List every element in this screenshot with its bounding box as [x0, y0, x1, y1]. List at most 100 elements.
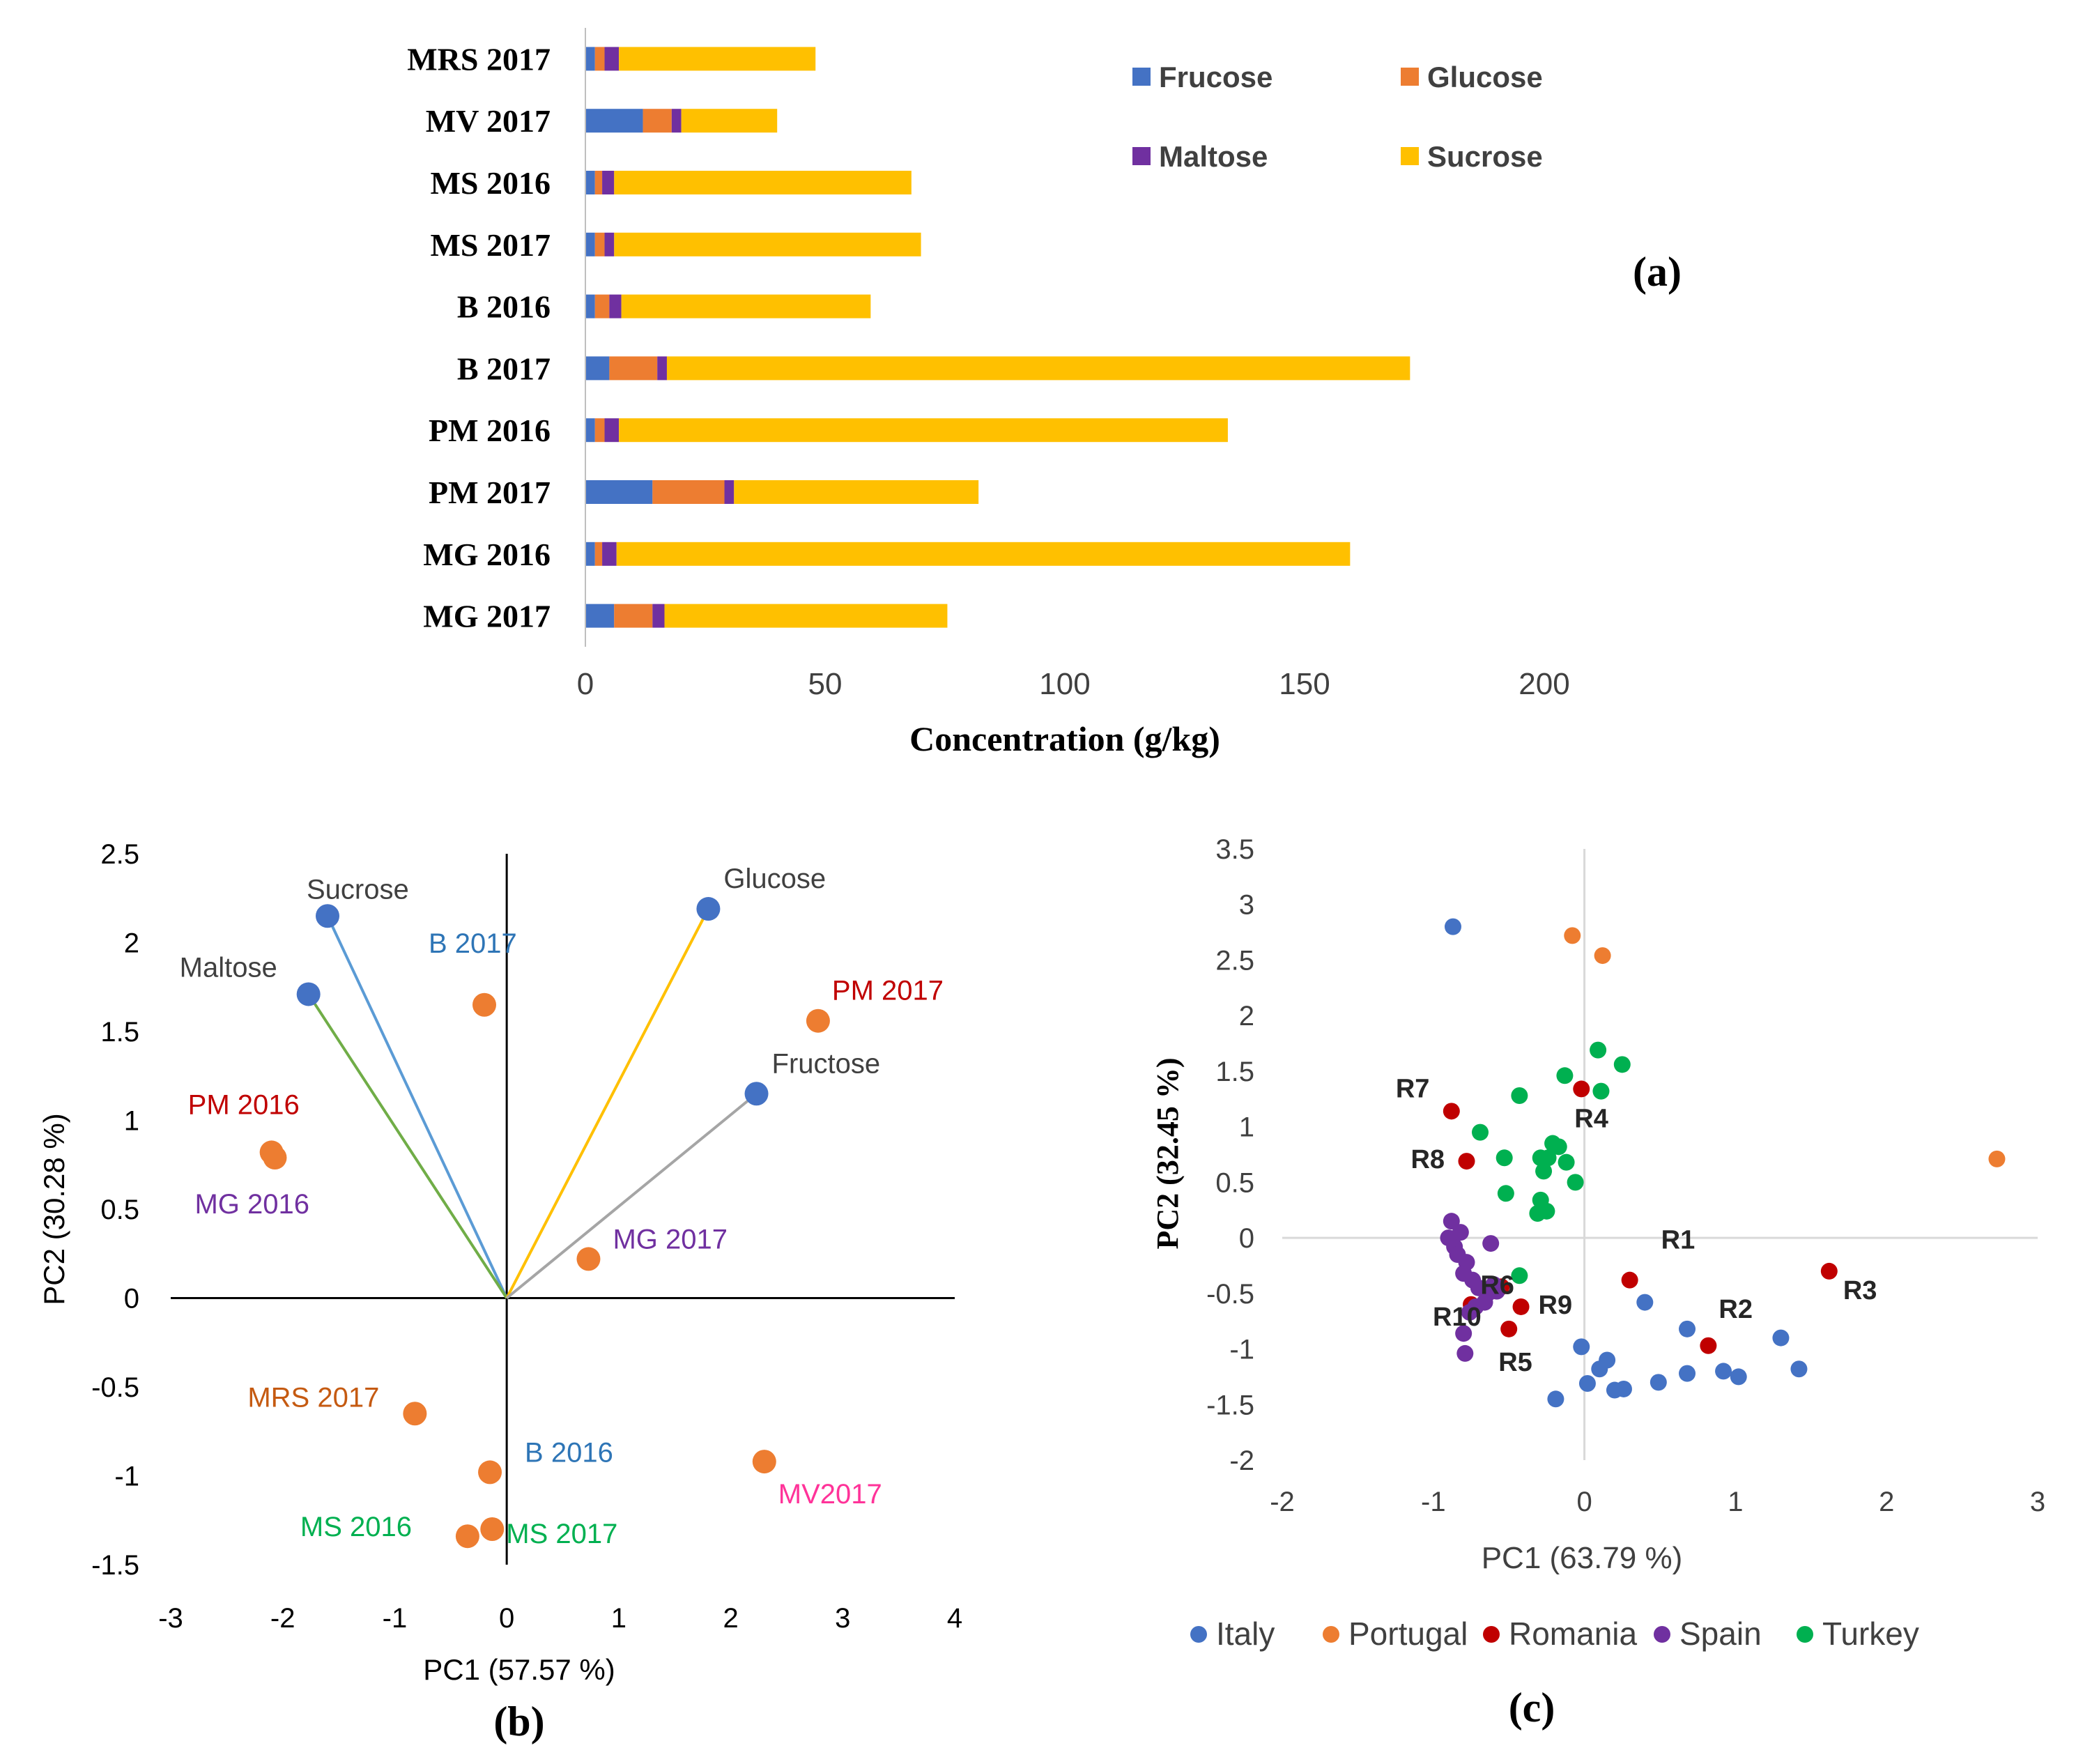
x-tick-label: 0 — [499, 1603, 514, 1634]
point-turkey — [1592, 1082, 1610, 1100]
point-turkey — [1590, 1041, 1607, 1059]
bar-glucose-b-2017 — [609, 356, 658, 381]
legend-label-sucrose: Sucrose — [1427, 140, 1543, 173]
y-tick-label: 2 — [1239, 1001, 1254, 1031]
bar-maltose-b-2017 — [657, 356, 667, 381]
sample-point-b-2017 — [472, 992, 496, 1017]
panel-a-bar-chart: MRS 2017 MV 2017 MS 2016 MS 2017 B 2016 B 201… — [407, 28, 1570, 758]
point-spain — [1455, 1325, 1473, 1342]
panel-label-c: (c) — [1509, 1685, 1555, 1731]
loading-point-sucrose — [316, 904, 339, 928]
x-tick-label: 2 — [723, 1603, 738, 1634]
bar-glucose-mg-2016 — [594, 542, 603, 566]
bar-sucrose-pm-2016 — [619, 418, 1228, 443]
point-romania — [1621, 1271, 1638, 1289]
y-tick-label: 1.5 — [100, 1017, 139, 1048]
point-italy — [1650, 1374, 1667, 1391]
x-tick-label: 50 — [808, 667, 843, 701]
bar-maltose-mrs-2017 — [604, 47, 620, 71]
point-italy — [1679, 1365, 1696, 1382]
x-tick-label: 1 — [1728, 1487, 1743, 1517]
category-label-b-2017: B 2017 — [457, 351, 551, 386]
category-label-mrs-2017: MRS 2017 — [407, 41, 551, 77]
point-romania — [1573, 1080, 1590, 1098]
point-spain — [1452, 1224, 1469, 1241]
x-tick-label: 0 — [577, 667, 594, 701]
point-spain — [1456, 1344, 1474, 1362]
legend-label-glucose: Glucose — [1427, 61, 1543, 93]
sample-point-mg-2016 — [263, 1146, 287, 1170]
legend-label-portugal: Portugal — [1348, 1616, 1468, 1652]
sample-label-ms-2017: MS 2017 — [506, 1519, 617, 1549]
y-tick-label: 0.5 — [100, 1195, 139, 1225]
point-turkey — [1532, 1149, 1549, 1167]
point-turkey — [1497, 1185, 1514, 1202]
y-tick-label: 1.5 — [1215, 1057, 1254, 1087]
panel-label-b: (b) — [493, 1698, 544, 1744]
sample-label-pm-2016: PM 2016 — [188, 1089, 300, 1120]
x-tick-label: 1 — [611, 1603, 626, 1634]
point-italy — [1573, 1338, 1590, 1356]
panel-c-pca-scatter: -2 -1 0 1 2 3 -2 -1.5 -1 -0.5 0 0.5 1 1.5 2 2.5 3 3.5 PC1 … — [1151, 834, 2045, 1652]
bar-maltose-mg-2017 — [652, 604, 665, 628]
x-tick-label: 0 — [1576, 1487, 1592, 1517]
bar-glucose-mrs-2017 — [594, 47, 605, 71]
bar-frucose-pm-2016 — [585, 418, 595, 443]
bar-frucose-mv-2017 — [585, 109, 643, 133]
bar-maltose-ms-2017 — [604, 232, 615, 256]
bar-glucose-pm-2016 — [594, 418, 605, 443]
loading-vector-glucose — [505, 908, 710, 1299]
legend-label-turkey: Turkey — [1822, 1616, 1919, 1652]
bar-frucose-b-2016 — [585, 294, 595, 319]
category-label-pm-2016: PM 2016 — [429, 413, 551, 448]
loading-point-maltose — [296, 982, 321, 1006]
x-tick-label: 4 — [947, 1603, 962, 1634]
x-axis-title: PC1 (63.79 %) — [1482, 1541, 1683, 1575]
bar-glucose-ms-2016 — [594, 171, 603, 194]
point-romania — [1512, 1298, 1530, 1315]
point-italy — [1444, 918, 1461, 935]
point-spain — [1482, 1235, 1500, 1252]
category-label-pm-2017: PM 2017 — [429, 475, 551, 510]
point-turkey — [1496, 1149, 1513, 1167]
legend-swatch-maltose — [1132, 147, 1151, 165]
bar-sucrose-mv-2017 — [681, 109, 778, 133]
point-turkey — [1511, 1087, 1528, 1104]
point-label-r2: R2 — [1719, 1295, 1753, 1324]
point-portugal — [1594, 947, 1611, 965]
sample-point-mv2017 — [752, 1450, 776, 1474]
loading-label-maltose: Maltose — [180, 952, 277, 983]
legend-label-maltose: Maltose — [1159, 140, 1268, 173]
legend-marker-romania — [1483, 1626, 1500, 1643]
x-tick-label: 3 — [835, 1603, 850, 1634]
point-turkey — [1558, 1153, 1575, 1171]
x-tick-label: 2 — [1879, 1487, 1894, 1517]
category-label-ms-2016: MS 2016 — [431, 165, 551, 201]
bar-frucose-ms-2017 — [585, 232, 595, 256]
bar-maltose-pm-2017 — [724, 480, 735, 504]
bar-sucrose-mg-2017 — [664, 604, 948, 628]
loading-vector-sucrose — [326, 915, 508, 1299]
sample-label-ms-2016: MS 2016 — [300, 1512, 412, 1542]
point-label-r7: R7 — [1396, 1074, 1430, 1103]
y-tick-label: 2.5 — [100, 839, 139, 870]
sample-label-mrs-2017: MRS 2017 — [247, 1382, 379, 1413]
bar-glucose-b-2016 — [594, 294, 610, 319]
point-turkey — [1556, 1067, 1574, 1084]
sample-label-b-2017: B 2017 — [429, 928, 517, 959]
point-turkey — [1613, 1056, 1631, 1073]
point-label-r9: R9 — [1539, 1291, 1573, 1320]
point-label-r6: R6 — [1480, 1271, 1514, 1300]
bar-glucose-pm-2017 — [652, 480, 725, 504]
point-spain — [1443, 1213, 1460, 1230]
x-tick-label: 3 — [2030, 1487, 2045, 1517]
sample-point-pm-2017 — [806, 1008, 830, 1033]
category-label-mv-2017: MV 2017 — [426, 103, 551, 139]
x-axis-title: Concentration (g/kg) — [909, 719, 1220, 758]
x-tick-label: 100 — [1039, 667, 1090, 701]
y-tick-label: 2 — [124, 928, 139, 959]
bar-maltose-pm-2016 — [604, 418, 620, 443]
point-italy — [1679, 1320, 1696, 1337]
bar-frucose-ms-2016 — [585, 171, 595, 194]
y-tick-label: 0.5 — [1215, 1167, 1254, 1198]
